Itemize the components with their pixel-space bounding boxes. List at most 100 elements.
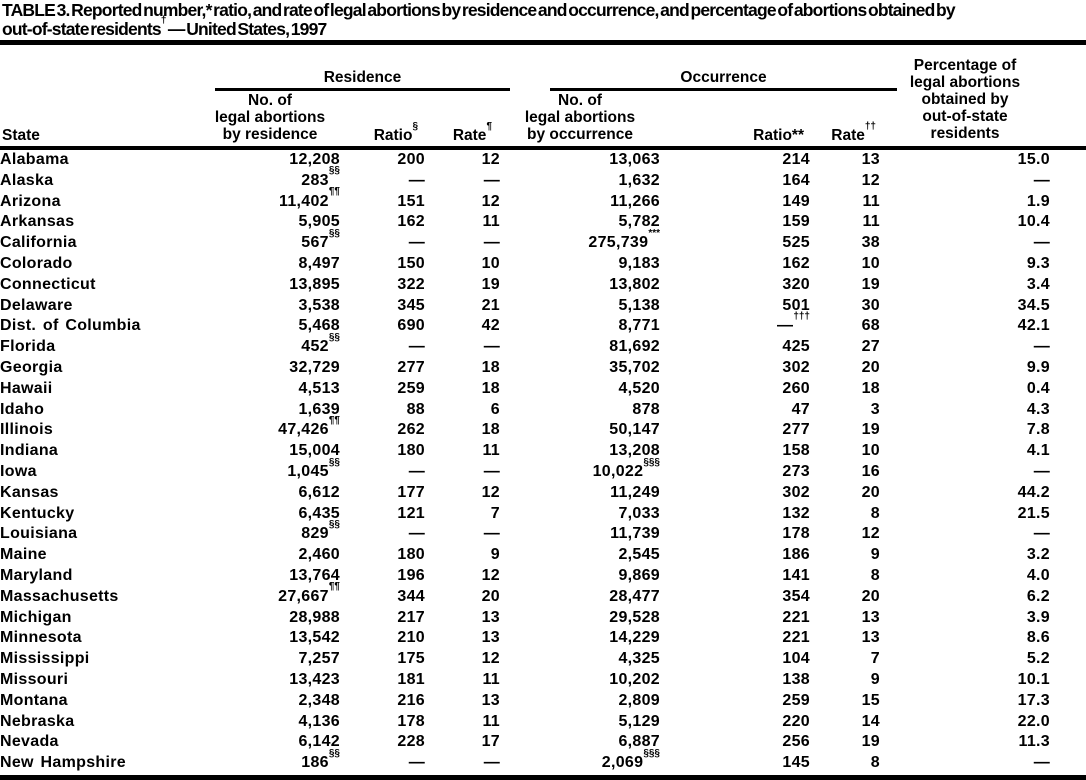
table-row: Florida 452§§ — — 81,692 425 27 — — [0, 332, 1050, 358]
cell-occurrence-rate: 8 — [870, 566, 880, 584]
cell-occurrence-rate: 20 — [861, 358, 880, 376]
cell-occurrence-ratio: 302 — [782, 483, 810, 501]
cell-state: Kansas — [0, 483, 59, 501]
cell-occurrence-rate: 19 — [861, 421, 880, 439]
cell-occurrence-rate: 14 — [861, 712, 880, 730]
cell-state: Georgia — [0, 358, 63, 376]
abortion-statistics-table: Alabama 12,208 200 12 13,063 214 13 15.0 Alaska 2… — [0, 150, 1050, 774]
table-row: Kentucky 6,435 121 7 7,033 132 8 21.5 — [0, 504, 1050, 525]
table-row: Dist. of Columbia 5,468 690 42 8,771 —††† 68 42… — [0, 311, 1050, 337]
cell-residence-rate: 18 — [481, 358, 500, 376]
cell-residence-number: 567§§ — [301, 227, 340, 252]
cell-occurrence-ratio: 425 — [782, 338, 810, 356]
cell-residence-rate: — — [483, 525, 500, 543]
table-row: Mississippi 7,257 175 12 4,325 104 7 5.2 — [0, 649, 1050, 670]
cell-residence-ratio: 150 — [397, 254, 425, 272]
cell-occurrence-number: 1,632 — [618, 171, 660, 189]
cell-occurrence-rate: 20 — [861, 483, 880, 501]
cell-occurrence-rate: 11 — [862, 192, 880, 210]
cell-residence-number: 13,542 — [289, 629, 340, 647]
cell-residence-number: 7,257 — [298, 650, 340, 668]
cell-residence-rate: — — [483, 754, 500, 772]
cell-occurrence-ratio: 501 — [782, 296, 810, 314]
cell-occurrence-number: 29,528 — [609, 608, 660, 626]
cell-occurrence-ratio: 273 — [782, 462, 810, 480]
cell-occurrence-ratio: 525 — [782, 234, 810, 252]
cell-residence-ratio: 259 — [397, 379, 425, 397]
cell-occurrence-number: 4,520 — [618, 379, 660, 397]
table-row: Idaho 1,639 88 6 878 47 3 4.3 — [0, 400, 1050, 421]
column-header-residence-number: No. of legal abortions by residence — [214, 92, 326, 143]
cell-residence-ratio: 88 — [406, 400, 425, 418]
cell-residence-rate: 12 — [481, 566, 500, 584]
cell-percentage: 10.4 — [1017, 213, 1050, 231]
cell-occurrence-ratio: 158 — [782, 442, 810, 460]
cell-residence-number: 13,895 — [289, 275, 340, 293]
cell-residence-rate: 6 — [490, 400, 500, 418]
occurrence-group-rule — [550, 88, 897, 91]
cell-residence-number: 186§§ — [301, 747, 340, 772]
cell-residence-rate: 42 — [481, 317, 500, 335]
cell-occurrence-number: 28,477 — [609, 587, 660, 605]
cell-residence-rate: 11 — [482, 213, 500, 231]
table-row: Massachusetts 27,667¶¶ 344 20 28,477 354 20 6.2 — [0, 582, 1050, 608]
cell-percentage: 4.1 — [1026, 442, 1050, 460]
table-row: California 567§§ — — 275,739*** 525 38 — — [0, 227, 1050, 254]
cell-residence-ratio: 151 — [397, 192, 425, 210]
cell-residence-number: 4,136 — [298, 712, 340, 730]
cell-residence-rate: 21 — [481, 296, 500, 314]
cell-occurrence-ratio: 221 — [782, 608, 810, 626]
cell-residence-rate: 12 — [481, 650, 500, 668]
cell-occurrence-number: 11,739 — [610, 525, 660, 543]
cell-occurrence-ratio: 221 — [782, 629, 810, 647]
cell-percentage: 7.8 — [1026, 421, 1050, 439]
table-row: Illinois 47,426¶¶ 262 18 50,147 277 19 7.8 — [0, 416, 1050, 441]
cell-percentage: 34.5 — [1017, 296, 1050, 314]
cell-occurrence-number: 4,325 — [618, 650, 660, 668]
cell-occurrence-ratio: 162 — [782, 254, 810, 272]
cell-occurrence-number: 2,545 — [618, 546, 660, 564]
cell-residence-ratio: 178 — [397, 712, 425, 730]
cell-residence-ratio: 210 — [397, 629, 425, 647]
cell-residence-number: 13,764 — [289, 566, 340, 584]
cell-residence-rate: 20 — [481, 587, 500, 605]
cell-occurrence-number: 13,063 — [609, 151, 660, 168]
cell-occurrence-rate: 9 — [870, 670, 880, 688]
cell-percentage: 3.2 — [1026, 546, 1050, 564]
cell-percentage: 4.0 — [1026, 566, 1050, 584]
cell-occurrence-number: 81,692 — [609, 338, 660, 356]
cell-occurrence-number: 2,809 — [618, 691, 660, 709]
cell-state: Dist. of Columbia — [0, 317, 141, 335]
cell-state: Delaware — [0, 296, 73, 314]
bottom-rule — [0, 775, 1086, 780]
table-row: Louisiana 829§§ — — 11,739 178 12 — — [0, 520, 1050, 545]
cell-state: Missouri — [0, 670, 69, 688]
cell-residence-rate: 12 — [481, 483, 500, 501]
cell-residence-ratio: 181 — [397, 670, 425, 688]
cell-occurrence-number: 11,249 — [610, 483, 660, 501]
cell-occurrence-ratio: 138 — [782, 670, 810, 688]
cell-state: Mississippi — [0, 650, 90, 668]
cell-occurrence-number: 5,138 — [618, 296, 660, 314]
cell-occurrence-rate: 19 — [861, 275, 880, 293]
cell-percentage: 9.3 — [1026, 254, 1050, 272]
cell-occurrence-number: 10,022§§§ — [592, 456, 660, 480]
cell-residence-rate: 10 — [481, 254, 500, 272]
column-header-residence-rate: Rate¶ — [452, 120, 492, 144]
cell-percentage: — — [1033, 754, 1050, 772]
cell-occurrence-rate: 15 — [861, 691, 880, 709]
cell-residence-rate: 11 — [482, 442, 500, 460]
cell-state: Maryland — [0, 566, 73, 584]
cell-state: Minnesota — [0, 629, 82, 647]
table-row: Nebraska 4,136 178 11 5,129 220 14 22.0 — [0, 712, 1050, 733]
cell-state: Iowa — [0, 462, 37, 480]
table-row: Kansas 6,612 177 12 11,249 302 20 44.2 — [0, 483, 1050, 504]
cell-occurrence-ratio: —††† — [777, 311, 810, 335]
cell-residence-number: 1,639 — [298, 400, 340, 418]
cell-occurrence-number: 5,129 — [618, 712, 660, 730]
cell-occurrence-number: 6,887 — [618, 733, 660, 751]
cell-state: Hawaii — [0, 379, 53, 397]
cell-residence-rate: 7 — [490, 504, 500, 522]
cell-percentage: 15.0 — [1017, 151, 1050, 168]
